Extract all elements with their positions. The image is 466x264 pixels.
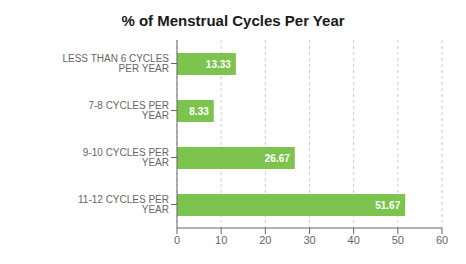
svg-text:26.67: 26.67 (265, 153, 290, 164)
svg-text:0: 0 (174, 234, 180, 246)
svg-text:51.67: 51.67 (375, 200, 400, 211)
svg-text:50: 50 (392, 234, 404, 246)
svg-text:40: 40 (348, 234, 360, 246)
svg-text:LESS THAN 6 CYCLESPER YEAR: LESS THAN 6 CYCLESPER YEAR (62, 53, 169, 74)
svg-text:13.33: 13.33 (206, 59, 231, 70)
svg-text:9-10 CYCLES PERYEAR: 9-10 CYCLES PERYEAR (83, 147, 169, 168)
svg-text:60: 60 (436, 234, 448, 246)
svg-text:7-8 CYCLES PERYEAR: 7-8 CYCLES PERYEAR (88, 100, 169, 121)
svg-text:20: 20 (259, 234, 271, 246)
svg-text:8.33: 8.33 (189, 106, 209, 117)
svg-text:10: 10 (215, 234, 227, 246)
svg-text:11-12 CYCLES PERYEAR: 11-12 CYCLES PERYEAR (78, 194, 169, 215)
svg-text:30: 30 (303, 234, 315, 246)
html-text:% of Menstrual Cycles Per Year: % of Menstrual Cycles Per Year (121, 12, 345, 29)
